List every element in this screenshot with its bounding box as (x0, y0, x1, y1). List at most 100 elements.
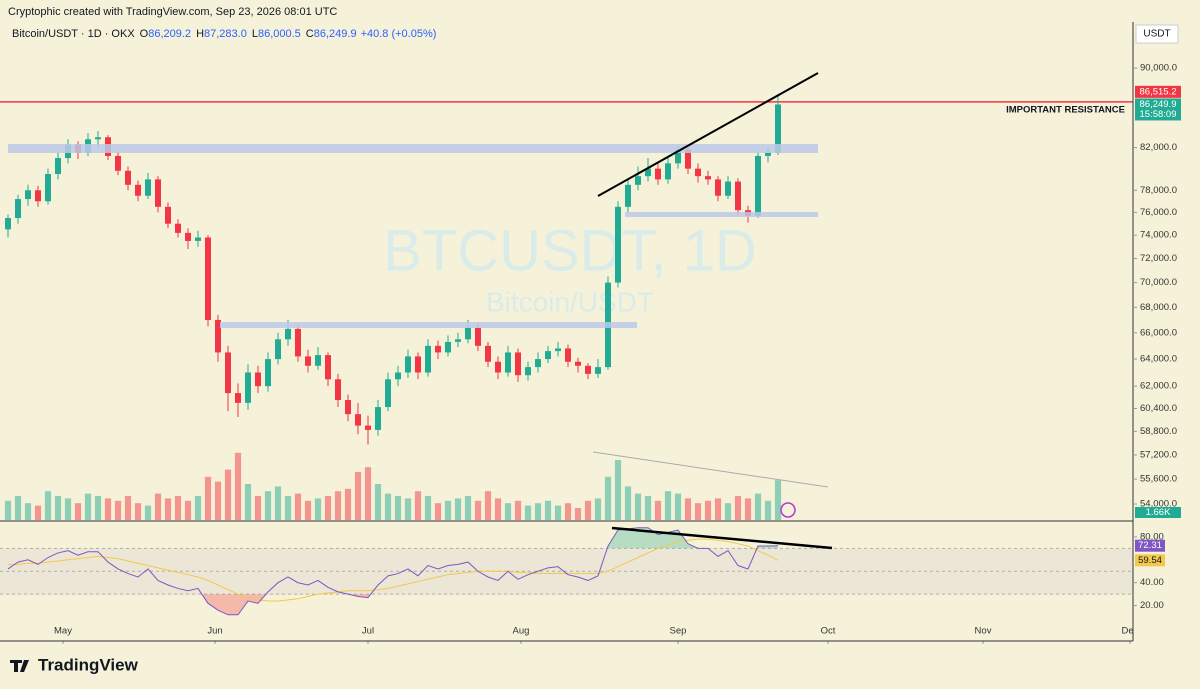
volume-bar (494, 498, 502, 520)
candle-body (385, 379, 391, 408)
candle-body (5, 218, 11, 230)
volume-bar (414, 491, 422, 520)
volume-bar (404, 498, 412, 520)
y-tick-label: 62,000.0 (1140, 381, 1177, 392)
candle-body (125, 170, 131, 185)
candle-body (565, 348, 571, 362)
candle-body (245, 372, 251, 403)
candle-body (705, 176, 711, 180)
volume-bar (324, 496, 332, 520)
volume-bar (4, 500, 12, 520)
volume-bar (464, 496, 472, 520)
volume-bar (34, 505, 42, 520)
volume-bar (184, 500, 192, 520)
volume-bar (734, 496, 742, 520)
volume-bar (674, 493, 682, 520)
volume-bar (654, 500, 662, 520)
volume-bar (224, 469, 232, 520)
candle-body (305, 356, 311, 366)
candle-body (265, 359, 271, 387)
watermark-subtitle: Bitcoin/USDT (486, 286, 654, 317)
footer-brand: TradingView (38, 655, 139, 674)
volume-bar (114, 500, 122, 520)
alert-icon (780, 502, 796, 518)
volume-bar (704, 500, 712, 520)
volume-bar (134, 503, 142, 520)
candle-body (725, 181, 731, 196)
candle-body (625, 184, 631, 207)
volume-bar (54, 496, 62, 520)
volume-bar (204, 476, 212, 520)
candle-body (755, 155, 761, 216)
header-field: H (196, 28, 204, 40)
currency: USDT (1143, 29, 1170, 40)
candle-body (285, 328, 291, 340)
volume-bar (744, 498, 752, 520)
y-tick-label: 68,000.0 (1140, 302, 1177, 313)
volume-bar (374, 484, 382, 520)
x-tick-label: Sep (670, 626, 687, 637)
volume-bar (334, 491, 342, 520)
volume-bar (454, 498, 462, 520)
rsi-value-box (1135, 539, 1165, 552)
candle-body (615, 206, 621, 283)
volume-bar (274, 486, 282, 520)
y-tick-label: 76,000.0 (1140, 207, 1177, 218)
footer-logo: TradingView (10, 655, 139, 674)
volume-bar (104, 498, 112, 520)
volume-bar (244, 484, 252, 520)
last-price-box (1135, 98, 1181, 121)
candle-body (15, 199, 21, 219)
volume-bar (314, 498, 322, 520)
volume-bar (764, 500, 772, 520)
candle-body (115, 155, 121, 171)
rsi-tick-label: 40.00 (1140, 577, 1164, 588)
volume-bar (194, 496, 202, 520)
volume-bar (754, 493, 762, 520)
volume-bar (774, 480, 782, 520)
candle-body (495, 361, 501, 373)
candle-body (515, 352, 521, 376)
volume-bar (344, 488, 352, 520)
resistance-label-box (1135, 85, 1181, 98)
volume-bar (514, 500, 522, 520)
candle-body (555, 348, 561, 352)
y-tick-label: 72,000.0 (1140, 253, 1177, 264)
volume-bar (544, 500, 552, 520)
zone (625, 212, 818, 217)
currency-box (1135, 24, 1179, 44)
candle-body (215, 319, 221, 353)
trend-line (597, 72, 819, 197)
header-field: +40.8 (+0.05%) (361, 28, 437, 40)
candle-body (675, 149, 681, 164)
resistance-label: 86,515.2 (1140, 86, 1177, 97)
volume-label-box (1135, 507, 1181, 518)
header-field: Bitcoin/USDT · 1D · OKX (12, 28, 135, 40)
header-field: O (140, 28, 149, 40)
candle-body (585, 365, 591, 374)
candle-body (355, 414, 361, 426)
header-field: 86,209.2 (148, 28, 191, 40)
x-tick-label: Jul (362, 626, 374, 637)
y-tick-label: 58,800.0 (1140, 426, 1177, 437)
candle-body (165, 206, 171, 224)
rsi-tick-label: 80.00 (1140, 531, 1164, 542)
rsi-value-label: 59.54 (1138, 555, 1162, 566)
candle-body (275, 339, 281, 360)
volume-bar (24, 503, 32, 520)
candle-body (735, 181, 741, 211)
resistance-text: IMPORTANT RESISTANCE (1006, 104, 1125, 115)
candle-body (415, 356, 421, 373)
y-tick-label: 57,200.0 (1140, 449, 1177, 460)
candle-body (135, 184, 141, 196)
countdown: 15:58:09 (1140, 109, 1177, 120)
volume-bar (74, 503, 82, 520)
candle-body (525, 367, 531, 376)
volume-bar (164, 498, 172, 520)
candle-body (715, 179, 721, 196)
candle-body (425, 345, 431, 373)
candle-body (575, 361, 581, 366)
volume-bar (614, 460, 622, 520)
volume-bar (284, 496, 292, 520)
